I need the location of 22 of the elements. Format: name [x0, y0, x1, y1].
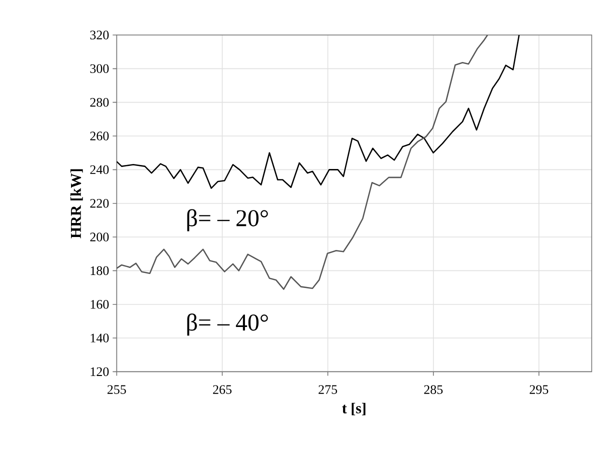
y-tick-label: 260 — [90, 132, 109, 140]
annotation: β= – 40° — [187, 314, 268, 336]
line-series — [116, 34, 488, 290]
y-tick-label: 320 — [90, 30, 109, 40]
y-tick-label: 280 — [90, 98, 109, 107]
y-tick-label: 200 — [90, 232, 109, 242]
y-tick-label: 140 — [90, 334, 109, 342]
y-tick-label: 220 — [90, 198, 109, 208]
y-tick-label: 160 — [90, 300, 109, 309]
y-axis-title: HRR [kW] — [70, 169, 83, 238]
y-tick-label: 120 — [90, 367, 109, 376]
y-tick-label: 180 — [90, 266, 109, 276]
annotation: β= – 20° — [187, 209, 268, 232]
x-tick-label: 285 — [424, 385, 443, 394]
y-tick-label: 300 — [90, 64, 109, 74]
x-axis-title: t [s] — [342, 402, 366, 416]
y-tick-label: 240 — [90, 165, 109, 174]
x-tick-label: 295 — [530, 385, 548, 394]
line-series — [116, 34, 520, 189]
x-tick-label: 275 — [318, 385, 338, 394]
x-tick-label: 255 — [108, 385, 126, 394]
x-tick-label: 265 — [213, 385, 232, 394]
